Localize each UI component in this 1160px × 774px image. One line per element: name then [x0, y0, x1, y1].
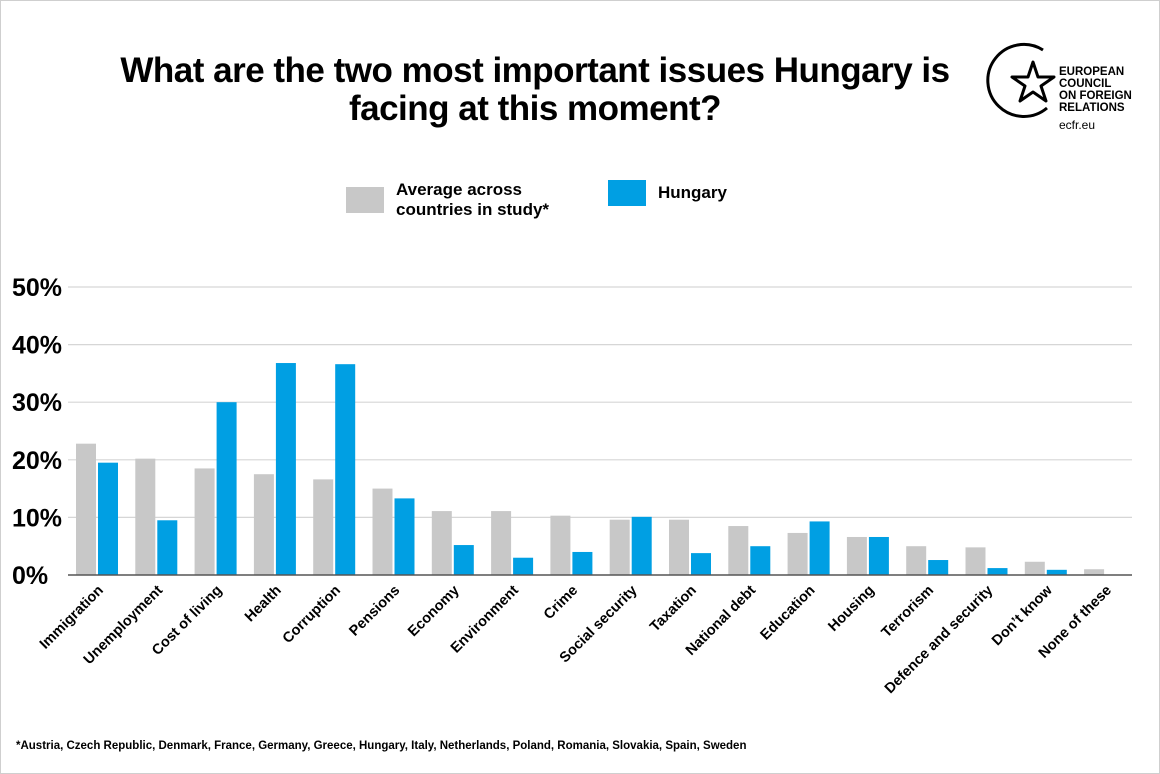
bar-hungary — [809, 521, 830, 575]
bar-average — [669, 519, 689, 575]
x-tick-label: Taxation — [647, 583, 700, 636]
legend-item-hungary: Hungary — [608, 180, 727, 206]
bar-average — [846, 536, 867, 575]
legend-label-average-line-1: Average across — [396, 180, 523, 199]
legend-swatch-hungary — [608, 180, 646, 206]
bar-average — [253, 474, 274, 575]
x-tick-label: Housing — [825, 583, 877, 635]
y-tick-label: 30% — [12, 389, 62, 417]
bar-hungary — [928, 560, 949, 575]
bar-average — [1084, 569, 1105, 575]
legend-label-average-line-2: countries in study* — [396, 200, 550, 219]
bar-average — [431, 511, 452, 575]
x-tick-label: Pensions — [346, 583, 403, 640]
y-tick-label: 0% — [12, 562, 48, 590]
chart-title-line-1: What are the two most important issues H… — [120, 51, 950, 90]
bar-hungary — [275, 363, 296, 575]
legend-label-hungary: Hungary — [658, 183, 727, 202]
bar-hungary — [987, 568, 1008, 575]
legend-item-average: Average across countries in study* — [346, 180, 549, 220]
y-tick-label: 50% — [12, 274, 62, 302]
logo-text: EUROPEAN COUNCIL ON FOREIGN RELATIONS — [1059, 66, 1132, 114]
bar-chart: 0%10%20%30%40%50%ImmigrationUnemployment… — [12, 274, 1132, 697]
bar-hungary — [1046, 569, 1067, 575]
x-tick-label: Terrorism — [879, 583, 937, 641]
bar-average — [372, 488, 393, 575]
bar-average — [550, 515, 571, 575]
bar-average — [135, 458, 156, 575]
x-tick-label: Defence and security — [882, 583, 996, 697]
bar-hungary — [750, 546, 771, 575]
y-tick-label: 40% — [12, 332, 62, 360]
bar-average — [1024, 561, 1045, 575]
y-tick-label: 20% — [12, 447, 62, 475]
logo-text-line-1: EUROPEAN — [1059, 66, 1125, 78]
footnote: *Austria, Czech Republic, Denmark, Franc… — [16, 740, 747, 752]
bar-average — [906, 546, 927, 575]
bar-average — [609, 519, 630, 575]
logo-text-line-2: COUNCIL — [1059, 78, 1112, 90]
legend-label-average: Average across countries in study* — [396, 180, 549, 220]
bar-hungary — [453, 545, 474, 575]
bar-hungary — [691, 553, 711, 575]
y-tick-label: 10% — [12, 504, 62, 532]
logo-text-line-3: ON FOREIGN — [1059, 90, 1132, 102]
bar-hungary — [157, 520, 178, 575]
bar-hungary — [572, 551, 593, 575]
bar-average — [313, 479, 334, 575]
legend-swatch-average — [346, 187, 384, 213]
bar-hungary — [394, 498, 415, 575]
bar-average — [965, 547, 986, 575]
bar-average — [787, 532, 808, 575]
bar-average — [491, 511, 512, 575]
chart-title-line-2: facing at this moment? — [348, 89, 722, 128]
logo-text-line-4: RELATIONS — [1059, 102, 1125, 114]
bar-average — [728, 526, 749, 575]
logo-url: ecfr.eu — [1059, 118, 1096, 132]
bar-hungary — [98, 462, 118, 575]
bar-hungary — [631, 516, 652, 575]
bar-hungary — [335, 364, 356, 575]
x-tick-label: Education — [758, 583, 819, 644]
chart-title: What are the two most important issues H… — [60, 52, 1010, 128]
x-tick-label: Health — [242, 583, 285, 626]
ecfr-logo: EUROPEAN COUNCIL ON FOREIGN RELATIONS ec… — [985, 24, 1145, 144]
bar-hungary — [216, 402, 237, 575]
bar-hungary — [513, 557, 534, 575]
bar-average — [76, 443, 96, 575]
x-tick-label: Economy — [405, 583, 462, 640]
bar-average — [194, 468, 215, 575]
x-tick-label: Corruption — [280, 583, 344, 647]
star-in-circle-icon — [986, 42, 1056, 118]
x-tick-label: Crime — [541, 583, 581, 623]
bar-hungary — [868, 536, 889, 575]
